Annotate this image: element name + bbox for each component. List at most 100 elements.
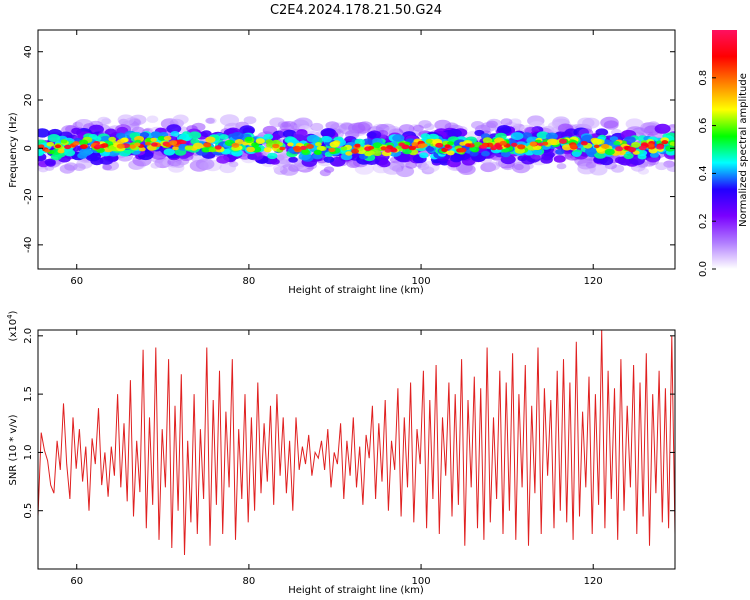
- spectrogram-cell: [60, 139, 68, 144]
- spectrogram-cell: [604, 148, 615, 156]
- spectrogram-cell: [591, 138, 603, 145]
- spectrogram-cell: [384, 148, 392, 153]
- spectrogram-cell: [408, 145, 416, 151]
- spectrogram-cell: [288, 156, 298, 163]
- spectrogram-cell: [345, 151, 353, 156]
- spectrogram-cell: [279, 164, 299, 176]
- spectrogram-cell: [216, 155, 230, 164]
- spectrogram-cell: [517, 155, 528, 162]
- spectrogram-cell: [656, 144, 665, 150]
- spectrogram-cell: [649, 152, 660, 158]
- spectrogram-cell: [329, 141, 340, 148]
- spectrogram-cell: [313, 149, 322, 155]
- spectrogram-cell: [102, 164, 112, 171]
- spectrogram-cell: [623, 152, 634, 160]
- spectrogram-cell: [501, 147, 510, 153]
- spectrogram-cell: [555, 148, 565, 155]
- spectrogram-cell: [631, 142, 641, 148]
- spectrogram-cell: [362, 138, 373, 145]
- spectrogram-cell: [627, 147, 637, 153]
- spectrogram-cell: [595, 128, 609, 137]
- spectrogram-cell: [601, 143, 610, 149]
- snr-y-scale-exp: 4: [6, 314, 14, 319]
- spectrogram-cell: [553, 155, 566, 163]
- spectrogram-cell: [469, 146, 477, 152]
- spectrogram-cell: [482, 137, 493, 144]
- spectrogram-cell: [88, 124, 104, 134]
- snr-series-line: [38, 330, 675, 556]
- spectrogram-cell: [321, 129, 336, 138]
- spectrogram-cell: [139, 132, 150, 138]
- spectrogram-cell: [654, 123, 671, 134]
- spectrogram-cell: [392, 134, 405, 142]
- spectrogram-cell: [195, 158, 215, 170]
- spectrogram-cell: [328, 147, 336, 153]
- spectrogram-cell: [523, 162, 534, 170]
- spectrogram-x-axis: 60 80 100 120: [70, 30, 603, 287]
- spectrogram-cell: [200, 130, 212, 138]
- spectrogram-cell: [116, 143, 125, 149]
- spectrogram-cell: [150, 137, 157, 142]
- spectrogram-cell: [655, 162, 668, 171]
- spectrogram-cell: [447, 141, 454, 146]
- spectrogram-cell: [219, 162, 236, 174]
- spectrogram-cell: [417, 143, 426, 149]
- spectrogram-frame: [37, 29, 676, 270]
- snr-panel: 60 80 100 120 0.5 1.0 1.5 2.0 Height of straig…: [6, 310, 676, 596]
- spectrogram-cell: [624, 136, 636, 144]
- spectrogram-cell: [499, 140, 507, 146]
- spectrogram-cell: [373, 150, 382, 156]
- spectrogram-cell: [435, 142, 444, 148]
- spectrogram-cell: [205, 136, 216, 143]
- spectrogram-cell: [246, 146, 256, 153]
- spectrogram-cell: [80, 144, 88, 150]
- spectrogram-cell: [184, 145, 193, 151]
- spectrogram-cell: [293, 131, 309, 141]
- colorbar-tick-label: 0.8: [698, 70, 709, 86]
- spectrogram-cell: [402, 148, 412, 155]
- y-tick-label: -40: [23, 237, 34, 253]
- spectrogram-cell: [300, 145, 307, 150]
- spectrogram-cell: [529, 141, 538, 147]
- spectrogram-cell: [172, 114, 189, 125]
- y-tick-label: 1.5: [23, 386, 34, 402]
- snr-plot-area: [38, 330, 675, 569]
- spectrogram-cell: [263, 133, 274, 140]
- spectrogram-cell: [420, 133, 431, 140]
- spectrogram-cell: [243, 116, 257, 125]
- spectrogram-y-label: Frequency (Hz): [8, 112, 19, 188]
- spectrogram-cell: [59, 164, 75, 174]
- spectrogram-cell: [292, 145, 302, 151]
- colorbar-axis: 0.0 0.2 0.4 0.6 0.8: [698, 70, 716, 277]
- spectrogram-cell: [585, 147, 597, 156]
- spectrogram-cell: [78, 139, 89, 146]
- spectrogram-panel: 60 80 100 120 -40 -20 0 20 40 Height of straigh…: [8, 29, 676, 296]
- spectrogram-cell: [180, 140, 187, 145]
- spectrogram-cell: [569, 144, 578, 149]
- y-tick-label: 1.0: [23, 444, 34, 460]
- spectrogram-cell: [444, 144, 451, 149]
- spectrogram-cell: [580, 141, 588, 146]
- spectrogram-cell: [396, 153, 411, 163]
- spectrogram-cell: [169, 140, 178, 146]
- spectrogram-cell: [316, 145, 325, 151]
- colorbar-swatch: [712, 30, 737, 269]
- spectrogram-cell: [562, 144, 572, 151]
- spectrogram-cell: [347, 130, 359, 137]
- x-tick-label: 120: [584, 576, 603, 587]
- spectrogram-y-axis: -40 -20 0 20 40: [23, 45, 675, 253]
- chart-title: C2E4.2024.178.21.50.G24: [270, 3, 442, 18]
- spectrogram-cell: [57, 149, 65, 154]
- spectrogram-cell: [559, 138, 567, 144]
- spectrogram-cell: [450, 154, 463, 163]
- spectrogram-cell: [306, 134, 320, 143]
- spectrogram-cell: [64, 144, 72, 150]
- spectrogram-cell: [170, 131, 180, 137]
- spectrogram-cell: [325, 121, 340, 130]
- spectrogram-cell: [265, 139, 274, 145]
- spectrogram-cell: [540, 155, 553, 164]
- colorbar: 0.0 0.2 0.4 0.6 0.8 Normalized spectral ampl…: [698, 30, 749, 277]
- spectrogram-cell: [134, 142, 141, 147]
- spectrogram-cell: [146, 115, 159, 123]
- y-tick-label: 0: [23, 145, 34, 151]
